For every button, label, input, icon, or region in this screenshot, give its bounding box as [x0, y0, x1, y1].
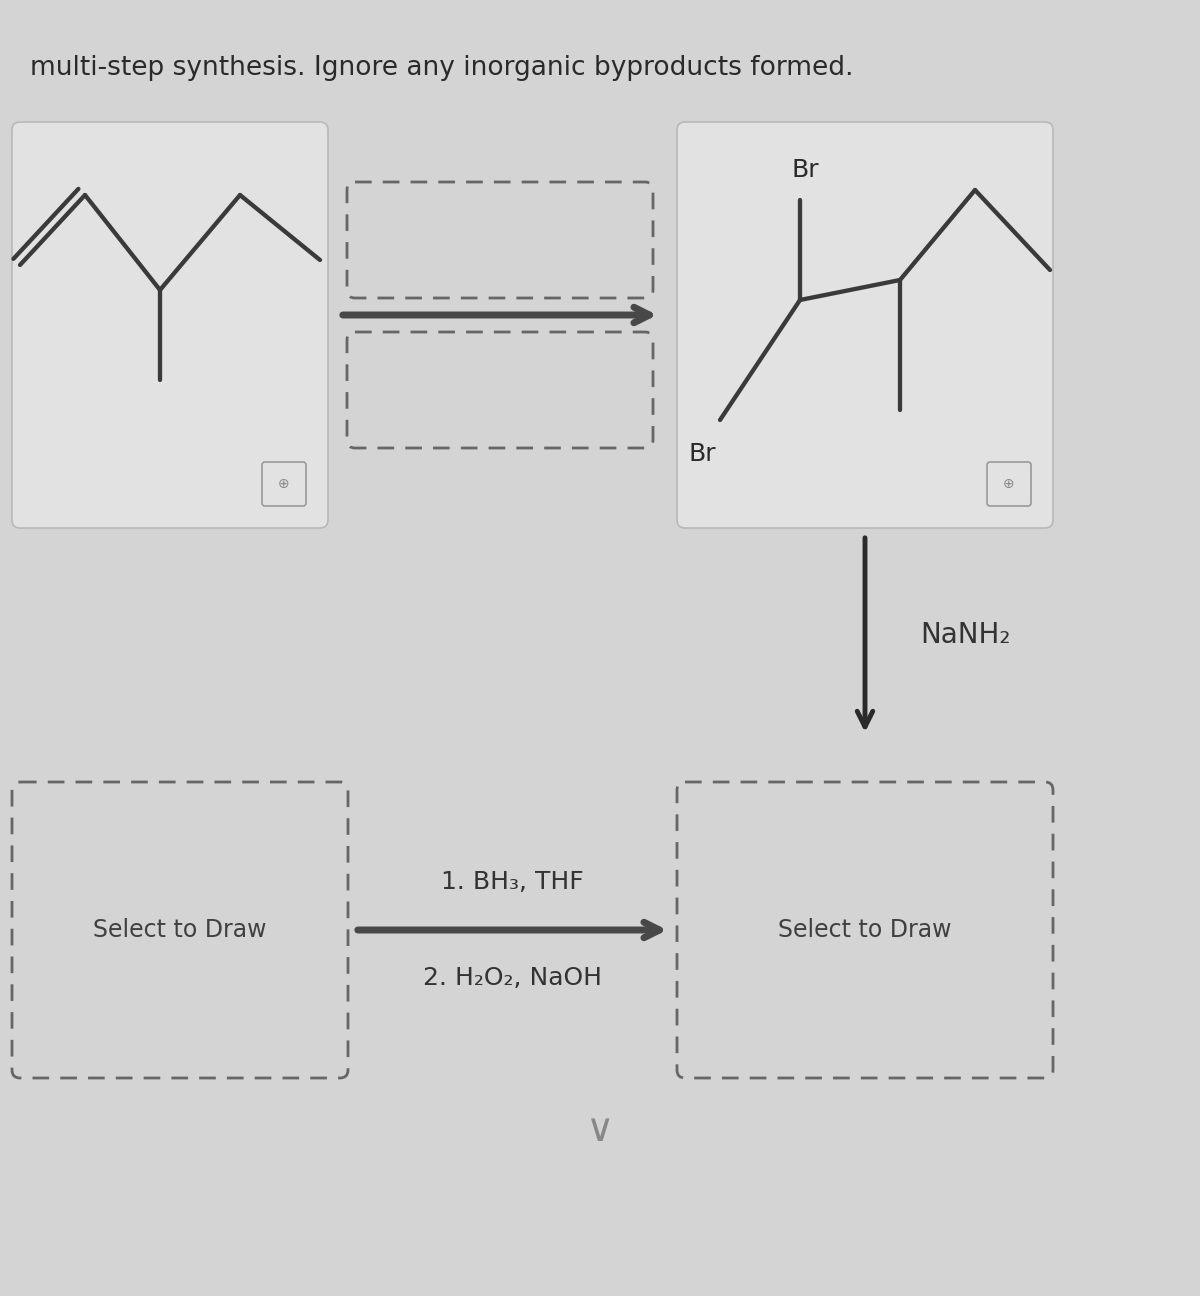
Text: ⊕: ⊕ [278, 477, 290, 491]
FancyBboxPatch shape [347, 332, 653, 448]
Text: multi-step synthesis. Ignore any inorganic byproducts formed.: multi-step synthesis. Ignore any inorgan… [30, 54, 853, 80]
FancyBboxPatch shape [12, 122, 328, 527]
Text: 2. H₂O₂, NaOH: 2. H₂O₂, NaOH [424, 966, 602, 990]
FancyBboxPatch shape [12, 781, 348, 1078]
Text: Select to Draw: Select to Draw [94, 918, 266, 942]
Text: Br: Br [688, 442, 716, 467]
Text: 1. BH₃, THF: 1. BH₃, THF [442, 870, 584, 894]
FancyBboxPatch shape [262, 461, 306, 505]
FancyBboxPatch shape [986, 461, 1031, 505]
Text: Select to Draw: Select to Draw [779, 918, 952, 942]
Text: ⊕: ⊕ [1003, 477, 1015, 491]
FancyBboxPatch shape [677, 122, 1054, 527]
Text: Br: Br [791, 158, 818, 181]
FancyBboxPatch shape [677, 781, 1054, 1078]
FancyBboxPatch shape [347, 181, 653, 298]
Text: NaNH₂: NaNH₂ [920, 621, 1010, 649]
Text: ∨: ∨ [586, 1111, 614, 1150]
